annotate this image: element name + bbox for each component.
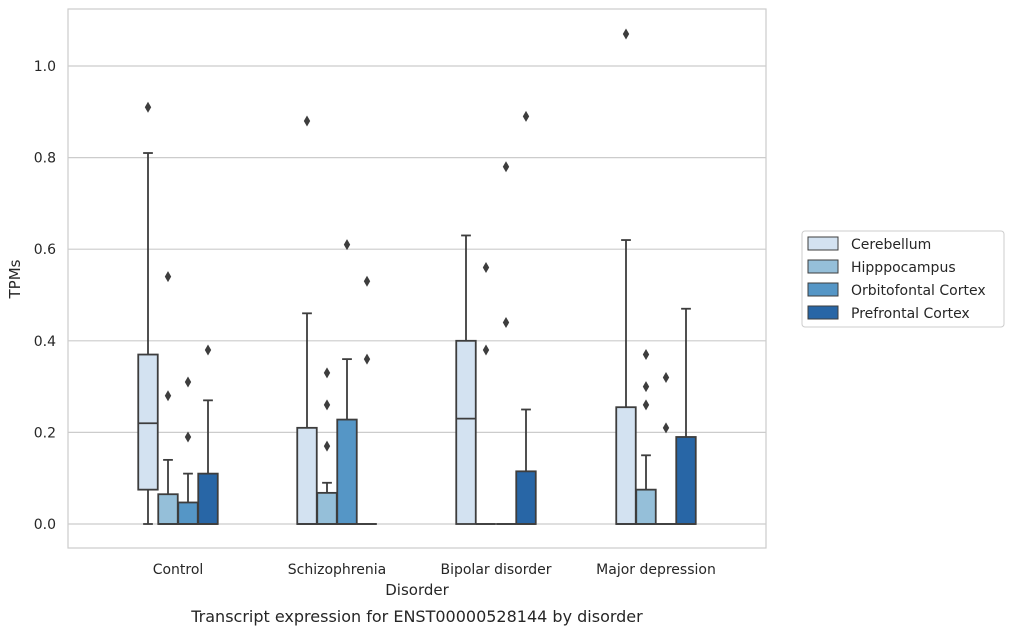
outlier-point [662, 371, 670, 383]
box-group [357, 275, 377, 525]
outlier-point [363, 275, 371, 287]
box-layer [137, 28, 697, 525]
box-group [476, 262, 496, 525]
x-tick-label: Major depression [596, 562, 716, 578]
box-group [455, 234, 477, 525]
outlier-point [622, 28, 630, 40]
outlier-point [363, 353, 371, 365]
outlier-point [343, 239, 351, 251]
outlier-point [323, 367, 331, 379]
legend-label: Orbitofontal Cortex [851, 283, 986, 299]
legend-label: Cerebellum [851, 237, 931, 253]
legend-swatch [807, 305, 839, 320]
box-group [137, 101, 159, 525]
chart-caption: Transcript expression for ENST0000052814… [190, 607, 643, 626]
y-axis-title: TPMs [6, 259, 24, 299]
y-tick-label: 1.0 [34, 59, 56, 75]
box-body [296, 426, 318, 525]
outlier-point [204, 344, 212, 356]
box-group [635, 349, 657, 525]
x-tick-label: Bipolar disorder [440, 562, 551, 578]
box-group [515, 110, 537, 525]
legend-swatch [807, 259, 839, 274]
box-body [455, 339, 477, 525]
outlier-point [522, 110, 530, 122]
box-group [336, 239, 358, 525]
box-body [336, 418, 358, 525]
box-group [656, 371, 676, 525]
box-body [137, 353, 159, 491]
y-tick-label: 0.0 [34, 517, 56, 533]
box-group [157, 271, 179, 525]
box-body [675, 436, 697, 525]
outlier-point [164, 390, 172, 402]
x-tick-label: Schizophrenia [288, 562, 386, 578]
box-body [635, 488, 657, 525]
x-tick-labels: Control Schizophrenia Bipolar disorder Majo… [153, 562, 716, 578]
y-tick-label: 0.6 [34, 242, 56, 258]
outlier-point [184, 376, 192, 388]
outlier-point [642, 399, 650, 411]
outlier-point [482, 262, 490, 274]
legend-swatch [807, 282, 839, 297]
box-body [615, 406, 637, 525]
box-group [496, 161, 516, 525]
plot-area-frame [67, 8, 767, 549]
y-tick-labels: 0.0 0.2 0.4 0.6 0.8 1.0 [34, 59, 56, 533]
box-body [177, 501, 199, 525]
box-body [157, 493, 179, 525]
legend-label: Hipppocampus [851, 260, 956, 276]
legend: Cerebellum Hipppocampus Orbitofontal Corte… [801, 230, 1005, 328]
legend-frame [801, 230, 1005, 328]
x-axis-title: Disorder [385, 581, 449, 599]
box-body [515, 470, 537, 525]
outlier-point [144, 101, 152, 113]
box-group [316, 367, 338, 525]
box-group [197, 344, 219, 525]
outlier-point [642, 381, 650, 393]
outlier-point [323, 440, 331, 452]
outlier-point [184, 431, 192, 443]
outlier-point [502, 161, 510, 173]
outlier-point [482, 344, 490, 356]
box-group [615, 28, 637, 525]
outlier-point [642, 349, 650, 361]
outlier-point [502, 316, 510, 328]
outlier-point [662, 422, 670, 434]
y-tick-label: 0.2 [34, 425, 56, 441]
outlier-point [323, 399, 331, 411]
outlier-point [164, 271, 172, 283]
box-body [316, 491, 338, 525]
box-group [675, 307, 697, 525]
y-tick-label: 0.8 [34, 151, 56, 167]
legend-label: Prefrontal Cortex [851, 306, 970, 322]
box-group [296, 115, 318, 525]
x-tick-label: Control [153, 562, 204, 578]
outlier-point [303, 115, 311, 127]
y-tick-label: 0.4 [34, 334, 56, 350]
box-body [197, 472, 219, 525]
legend-swatch [807, 236, 839, 251]
